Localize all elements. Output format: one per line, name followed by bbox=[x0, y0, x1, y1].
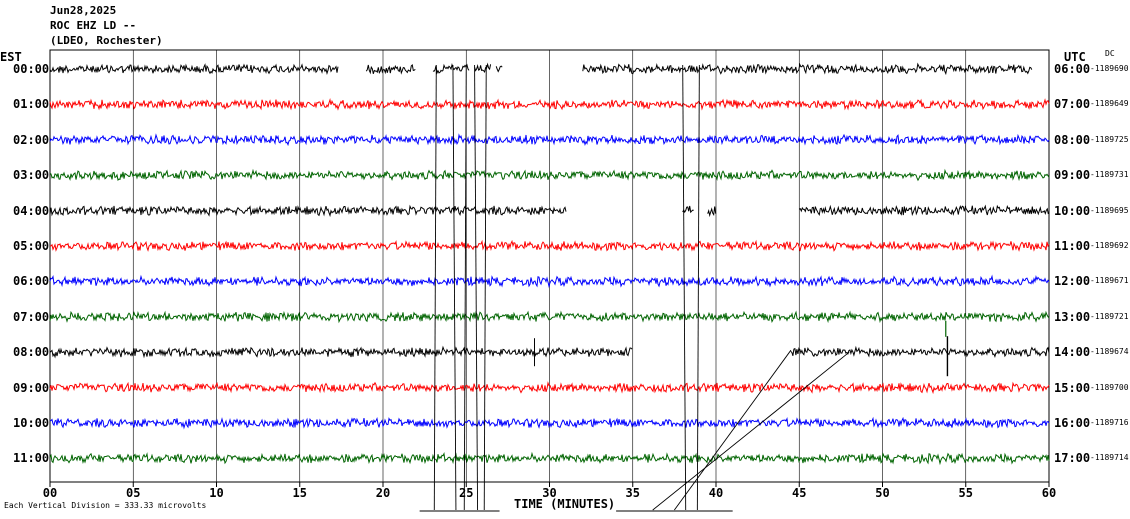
x-tick-label-45: 45 bbox=[792, 486, 807, 500]
est-label-04:00: 04:00 bbox=[13, 203, 50, 218]
x-tick-label-60: 60 bbox=[1041, 486, 1057, 500]
utc-label-08:00: 08:00 bbox=[1054, 132, 1091, 147]
utc-label-15:00: 15:00 bbox=[1054, 380, 1091, 395]
x-tick-label-35: 35 bbox=[625, 486, 640, 500]
est-label-03:00: 03:00 bbox=[13, 168, 50, 183]
utc-label-13:00: 13:00 bbox=[1054, 309, 1091, 324]
utc-label-07:00: 07:00 bbox=[1054, 97, 1091, 112]
trace-10:00-seg-3 bbox=[799, 204, 1049, 217]
glitch-line-0 bbox=[433, 64, 437, 511]
utc-label-09:00: 09:00 bbox=[1054, 168, 1091, 183]
trace-10:00-seg-0 bbox=[49, 204, 567, 218]
est-label-08:00: 08:00 bbox=[13, 345, 50, 360]
trace-06:00-seg-3 bbox=[474, 62, 492, 73]
trace-17:00-seg-0 bbox=[49, 451, 1050, 466]
glitch-line-2 bbox=[463, 64, 467, 511]
network-label: (LDEO, Rochester) bbox=[50, 34, 163, 47]
scale-note: Each Vertical Division = 333.33 microvol… bbox=[4, 501, 207, 510]
trace-14:00-seg-0 bbox=[49, 345, 633, 359]
dc-offset-09:00: -1189731 bbox=[1090, 170, 1129, 180]
trace-06:00-seg-5 bbox=[582, 62, 1033, 76]
est-zone-label: EST bbox=[0, 50, 22, 64]
dc-offset-17:00: -1189714 bbox=[1090, 453, 1129, 463]
glitch-line-5 bbox=[682, 64, 687, 511]
trace-09:00-seg-0 bbox=[49, 168, 1050, 182]
x-tick-label-15: 15 bbox=[292, 486, 307, 500]
est-label-01:00: 01:00 bbox=[13, 97, 50, 112]
trace-11:00-seg-0 bbox=[49, 239, 1050, 252]
dc-offset-08:00: -1189725 bbox=[1090, 134, 1129, 144]
utc-zone-label: UTC bbox=[1064, 50, 1086, 64]
utc-label-11:00: 11:00 bbox=[1054, 239, 1091, 253]
utc-label-12:00: 12:00 bbox=[1054, 274, 1091, 289]
trace-14:00-seg-1 bbox=[790, 345, 1050, 359]
est-label-09:00: 09:00 bbox=[13, 380, 50, 395]
x-tick-label-55: 55 bbox=[958, 486, 973, 500]
dc-offset-13:00: -1189721 bbox=[1090, 311, 1129, 321]
trace-06:00-seg-2 bbox=[432, 63, 470, 75]
est-label-11:00: 11:00 bbox=[13, 451, 50, 466]
station-label: ROC EHZ LD -- bbox=[50, 19, 137, 32]
dc-offset-11:00: -1189692 bbox=[1090, 241, 1129, 250]
x-tick-label-50: 50 bbox=[875, 486, 890, 500]
dc-offset-10:00: -1189695 bbox=[1090, 205, 1129, 215]
utc-label-06:00: 06:00 bbox=[1054, 62, 1091, 76]
glitch-diagonal-0 bbox=[674, 349, 792, 511]
trace-12:00-seg-0 bbox=[49, 274, 1050, 289]
date-label: Jun28,2025 bbox=[50, 4, 117, 17]
x-tick-label-00: 00 bbox=[42, 486, 58, 500]
x-tick-label-10: 10 bbox=[209, 486, 224, 500]
utc-label-14:00: 14:00 bbox=[1054, 345, 1091, 360]
est-label-00:00: 00:00 bbox=[13, 62, 50, 76]
trace-06:00-seg-0 bbox=[49, 63, 339, 75]
utc-label-17:00: 17:00 bbox=[1054, 451, 1091, 466]
glitch-line-4 bbox=[483, 64, 487, 511]
dc-offset-16:00: -1189716 bbox=[1090, 418, 1129, 427]
dc-offset-06:00: -1189690 bbox=[1090, 64, 1129, 73]
dc-offset-14:00: -1189674 bbox=[1090, 347, 1129, 357]
glitch-line-6 bbox=[696, 64, 700, 511]
trace-08:00-seg-0 bbox=[49, 133, 1050, 147]
x-tick-label-40: 40 bbox=[708, 486, 724, 500]
x-tick-label-05: 05 bbox=[126, 486, 141, 500]
trace-10:00-seg-1 bbox=[682, 205, 694, 214]
dc-offset-12:00: -1189671 bbox=[1090, 276, 1129, 286]
x-tick-label-30: 30 bbox=[542, 486, 557, 500]
trace-15:00-seg-0 bbox=[49, 381, 1050, 395]
trace-13:00-seg-0 bbox=[49, 310, 1050, 324]
dc-offset-07:00: -1189649 bbox=[1090, 99, 1129, 109]
est-label-06:00: 06:00 bbox=[13, 274, 50, 289]
trace-07:00-seg-0 bbox=[49, 97, 1050, 111]
dc-offset-15:00: -1189700 bbox=[1090, 382, 1129, 392]
est-label-07:00: 07:00 bbox=[13, 309, 50, 324]
x-axis-label: TIME (MINUTES) bbox=[514, 497, 616, 511]
glitch-line-1 bbox=[452, 64, 457, 511]
dc-header-label: DC bbox=[1105, 49, 1115, 58]
utc-label-10:00: 10:00 bbox=[1054, 203, 1091, 218]
glitch-diagonal-1 bbox=[652, 351, 850, 511]
glitch-line-3 bbox=[474, 64, 479, 511]
trace-10:00-seg-2 bbox=[707, 206, 717, 218]
est-label-10:00: 10:00 bbox=[13, 416, 50, 430]
est-label-02:00: 02:00 bbox=[13, 132, 50, 147]
x-tick-label-25: 25 bbox=[459, 486, 474, 500]
x-tick-label-20: 20 bbox=[375, 486, 391, 500]
est-label-05:00: 05:00 bbox=[13, 239, 50, 253]
utc-label-16:00: 16:00 bbox=[1054, 416, 1091, 430]
trace-06:00-seg-4 bbox=[495, 65, 503, 73]
trace-16:00-seg-0 bbox=[49, 416, 1050, 430]
trace-06:00-seg-1 bbox=[365, 64, 416, 75]
